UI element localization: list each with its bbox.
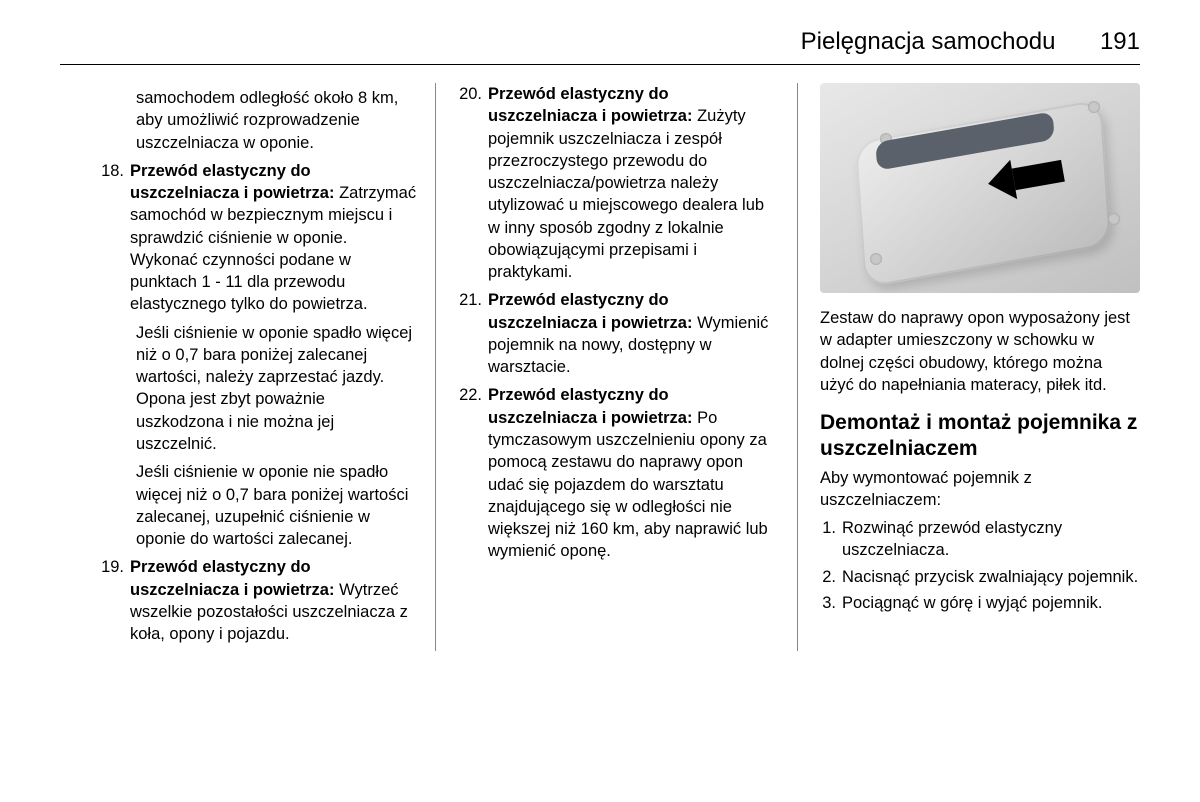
step-text: Nacisnąć przycisk zwalniający pojemnik.	[842, 566, 1140, 588]
item-text: Przewód elastyczny do uszczelniacza i po…	[488, 289, 775, 378]
step-number: 3.	[820, 592, 842, 614]
item-text: Przewód elastyczny do uszczelniacza i po…	[130, 556, 417, 645]
item-number: 21.	[458, 289, 488, 378]
intro-text: Aby wymontować pojemnik z uszczelniaczem…	[820, 467, 1140, 512]
item-body: Zużyty pojemnik uszczelniacza i zespół p…	[488, 107, 764, 281]
item-number: 20.	[458, 83, 488, 283]
item-lead: Przewód elastyczny do uszczelniacza i po…	[488, 386, 692, 426]
screw-icon	[870, 253, 882, 265]
column-3: Zestaw do naprawy opon wyposażony jest w…	[798, 83, 1140, 651]
screw-icon	[1108, 213, 1120, 225]
column-1: samochodem odległość około 8 km, aby umo…	[60, 83, 435, 651]
list-item-19: 19. Przewód elastyczny do uszczelniacza …	[100, 556, 417, 645]
item-number: 19.	[100, 556, 130, 645]
item-lead: Przewód elastyczny do uszczelniacza i po…	[488, 291, 692, 331]
item-number: 22.	[458, 384, 488, 562]
step-number: 1.	[820, 517, 842, 562]
item-body: Po tymczasowym uszczelnieniu opony za po…	[488, 409, 768, 561]
content-columns: samochodem odległość około 8 km, aby umo…	[60, 83, 1140, 651]
item-lead: Przewód elastyczny do uszczelniacza i po…	[488, 85, 692, 125]
item-text: Przewód elastyczny do uszczelniacza i po…	[130, 160, 417, 316]
repair-kit-illustration	[820, 83, 1140, 293]
item-lead: Przewód elastyczny do uszczelniacza i po…	[130, 162, 334, 202]
section-title: Pielęgnacja samochodu	[801, 28, 1056, 56]
list-item-20: 20. Przewód elastyczny do uszczelniacza …	[458, 83, 775, 283]
step-number: 2.	[820, 566, 842, 588]
screw-icon	[1088, 101, 1100, 113]
removal-steps: 1. Rozwinąć przewód elastyczny uszczelni…	[820, 517, 1140, 614]
list-item-18: 18. Przewód elastyczny do uszczelniacza …	[100, 160, 417, 316]
step-text: Rozwinąć przewód elastyczny uszczelniacz…	[842, 517, 1140, 562]
list-item-21: 21. Przewód elastyczny do uszczelniacza …	[458, 289, 775, 378]
page-header: Pielęgnacja samochodu 191	[60, 28, 1140, 65]
list-item-22: 22. Przewód elastyczny do uszczelniacza …	[458, 384, 775, 562]
page-number: 191	[1100, 28, 1140, 56]
item-text: Przewód elastyczny do uszczelniacza i po…	[488, 384, 775, 562]
item-18-p2: Jeśli ciśnienie w oponie spadło więcej n…	[136, 322, 417, 456]
item-18-p3: Jeśli ciśnienie w oponie nie spadło więc…	[136, 461, 417, 550]
item-text: Przewód elastyczny do uszczelniacza i po…	[488, 83, 775, 283]
step-3: 3. Pociągnąć w górę i wyjąć pojemnik.	[820, 592, 1140, 614]
subheading: Demontaż i montaż pojemnika z uszczelnia…	[820, 410, 1140, 463]
step-2: 2. Nacisnąć przycisk zwalniający pojemni…	[820, 566, 1140, 588]
manual-page: Pielęgnacja samochodu 191 samochodem odl…	[0, 0, 1200, 681]
item-number: 18.	[100, 160, 130, 316]
item-body: Zatrzymać samochód w bezpiecznym miejscu…	[130, 184, 416, 313]
step-text: Pociągnąć w górę i wyjąć pojemnik.	[842, 592, 1140, 614]
step-1: 1. Rozwinąć przewód elastyczny uszczelni…	[820, 517, 1140, 562]
column-2: 20. Przewód elastyczny do uszczelniacza …	[435, 83, 798, 651]
illustration-caption: Zestaw do naprawy opon wyposażony jest w…	[820, 307, 1140, 396]
item-lead: Przewód elastyczny do uszczelniacza i po…	[130, 558, 334, 598]
continuation-text: samochodem odległość około 8 km, aby umo…	[136, 87, 417, 154]
